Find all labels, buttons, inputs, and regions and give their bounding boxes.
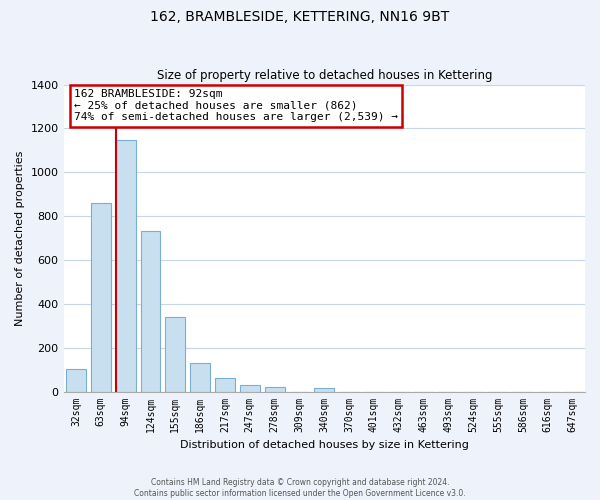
Bar [314,388,334,392]
Text: 162, BRAMBLESIDE, KETTERING, NN16 9BT: 162, BRAMBLESIDE, KETTERING, NN16 9BT [151,10,449,24]
Bar [240,384,260,392]
X-axis label: Distribution of detached houses by size in Kettering: Distribution of detached houses by size … [180,440,469,450]
Bar [166,317,185,392]
Y-axis label: Number of detached properties: Number of detached properties [15,150,25,326]
Title: Size of property relative to detached houses in Kettering: Size of property relative to detached ho… [157,69,492,82]
Bar [91,203,111,392]
Bar [140,232,160,392]
Bar [190,363,210,392]
Bar [66,368,86,392]
Bar [116,140,136,392]
Text: Contains HM Land Registry data © Crown copyright and database right 2024.
Contai: Contains HM Land Registry data © Crown c… [134,478,466,498]
Bar [215,378,235,392]
Text: 162 BRAMBLESIDE: 92sqm
← 25% of detached houses are smaller (862)
74% of semi-de: 162 BRAMBLESIDE: 92sqm ← 25% of detached… [74,89,398,122]
Bar [265,387,284,392]
